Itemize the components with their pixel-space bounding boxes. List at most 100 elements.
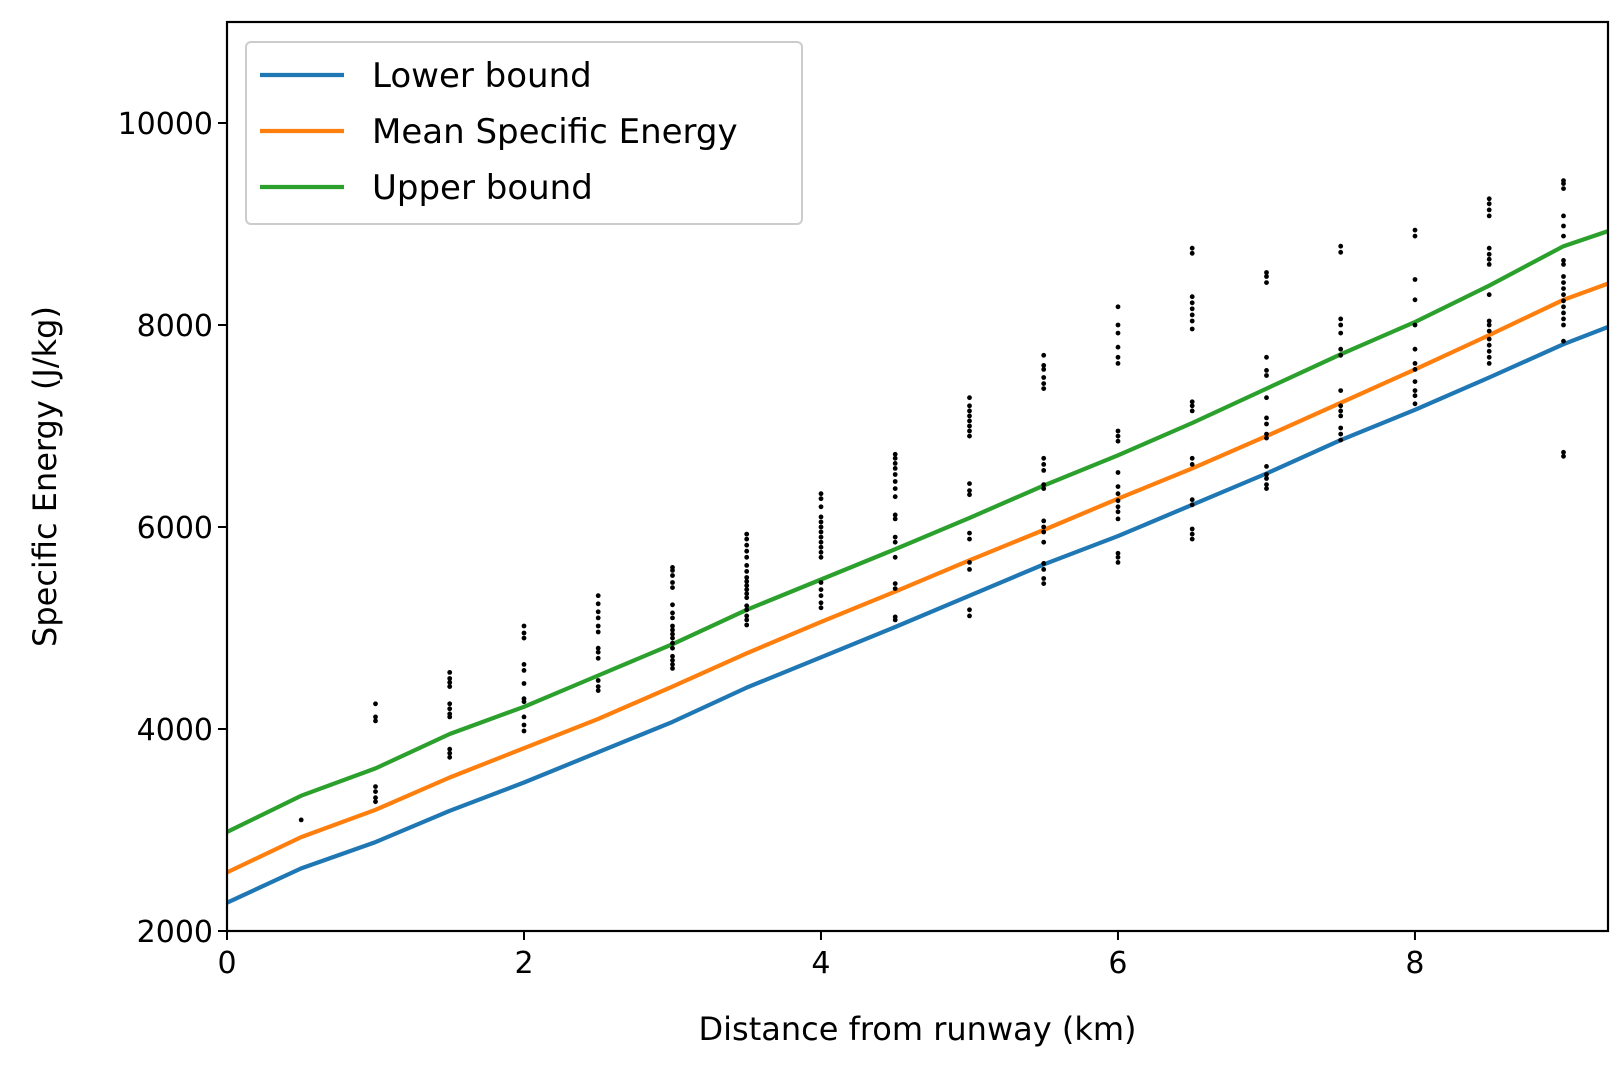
scatter-point: [595, 609, 601, 615]
scatter-point: [744, 575, 750, 580]
x-tick-label: 0: [217, 946, 236, 981]
scatter-point: [818, 539, 824, 545]
scatter-point: [447, 701, 453, 707]
scatter-point: [967, 408, 972, 414]
scatter-point: [1412, 361, 1418, 366]
x-tick-label: 4: [811, 946, 830, 981]
scatter-point: [1486, 245, 1492, 251]
scatter-point: [670, 657, 675, 663]
scatter-point: [373, 789, 378, 794]
scatter-point: [744, 607, 750, 613]
scatter-point: [670, 580, 675, 585]
scatter-point: [595, 649, 601, 655]
scatter-point: [1561, 338, 1566, 344]
scatter-point: [595, 688, 601, 693]
scatter-point: [1561, 286, 1566, 291]
scatter-point: [1041, 363, 1047, 368]
scatter-point: [298, 817, 304, 823]
scatter-point: [447, 684, 453, 689]
scatter-point: [670, 645, 675, 651]
scatter-point: [1115, 554, 1121, 560]
scatter-point: [1264, 435, 1269, 441]
scatter-point: [967, 433, 972, 439]
scatter-point: [1561, 310, 1566, 316]
scatter-point: [744, 554, 750, 560]
scatter-point: [967, 403, 972, 409]
scatter-point: [521, 668, 527, 673]
scatter-point: [967, 395, 972, 401]
scatter-point: [447, 754, 453, 760]
scatter-point: [1486, 251, 1492, 257]
scatter-point: [818, 529, 824, 535]
scatter-point: [1338, 330, 1344, 336]
scatter-point: [967, 560, 972, 565]
legend-label-2: Upper bound: [372, 168, 593, 208]
scatter-point: [595, 593, 601, 599]
scatter-point: [1189, 312, 1195, 318]
scatter-point: [818, 600, 824, 606]
scatter-point: [1189, 408, 1195, 414]
scatter-point: [1115, 330, 1121, 336]
scatter-point: [1486, 328, 1492, 334]
scatter-point: [818, 580, 824, 585]
scatter-point: [892, 455, 898, 461]
scatter-point: [1561, 258, 1566, 263]
axes-layer: 0 2 4 6 8 2000 4000 6000 8000 10000: [118, 107, 1425, 981]
scatter-point: [892, 512, 898, 518]
scatter-point: [1115, 516, 1121, 522]
scatter-point: [1561, 453, 1566, 459]
scatter-point: [1338, 431, 1344, 437]
scatter-point: [818, 554, 824, 560]
scatter-point: [1561, 262, 1566, 267]
scatter-point: [967, 613, 972, 619]
scatter-point: [1338, 408, 1344, 414]
scatter-point: [744, 613, 750, 619]
scatter-point: [670, 631, 675, 637]
scatter-point: [1189, 245, 1195, 251]
scatter-point: [521, 662, 527, 667]
scatter-point: [1338, 243, 1344, 249]
scatter-point: [521, 722, 527, 728]
scatter-point: [1041, 482, 1047, 487]
series-layer: [227, 229, 1608, 905]
scatter-point: [595, 678, 601, 683]
y-tick-label: 4000: [137, 713, 213, 748]
scatter-point: [818, 491, 824, 497]
scatter-point: [1189, 300, 1195, 306]
scatter-point: [1561, 292, 1566, 298]
scatter-point: [1115, 498, 1121, 504]
scatter-point: [1115, 509, 1121, 515]
scatter-point: [1115, 470, 1121, 475]
scatter-point: [373, 795, 378, 801]
scatter-point: [1115, 354, 1121, 360]
scatter-point: [1115, 433, 1121, 439]
scatter-point: [670, 602, 675, 608]
scatter-point: [1264, 368, 1269, 373]
scatter-point: [744, 542, 750, 548]
scatter-point: [967, 607, 972, 613]
scatter-point: [670, 615, 675, 621]
scatter-point: [1486, 348, 1492, 354]
scatter-point: [892, 516, 898, 522]
scatter-point: [818, 549, 824, 555]
scatter-point: [1412, 367, 1418, 372]
scatter-point: [967, 488, 972, 493]
scatter-point: [744, 569, 750, 574]
scatter-point: [1115, 304, 1121, 310]
scatter-point: [892, 486, 898, 491]
y-tick-label: 10000: [118, 107, 213, 142]
scatter-point: [967, 492, 972, 498]
scatter-point: [744, 622, 750, 628]
scatter-point: [967, 567, 972, 572]
scatter-point: [1561, 223, 1566, 229]
scatter-point: [892, 614, 898, 620]
scatter-point: [670, 573, 675, 578]
scatter-point: [1041, 518, 1047, 524]
scatter-point: [670, 610, 675, 616]
scatter-point: [1264, 395, 1269, 401]
scatter-point: [1189, 531, 1195, 537]
y-tick-label: 8000: [137, 309, 213, 344]
scatter-point: [967, 413, 972, 419]
scatter-point: [1041, 539, 1047, 545]
